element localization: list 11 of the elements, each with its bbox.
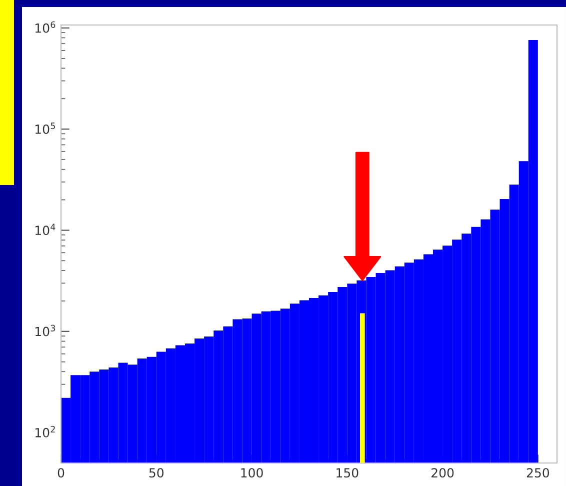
x-tick-label: 250: [526, 468, 550, 478]
x-tick-label: 0: [58, 468, 64, 478]
x-tick-label: 200: [432, 468, 454, 478]
y-tick-label: 10$^{5}$: [36, 122, 55, 134]
y-tick-label: 10$^{2}$: [36, 426, 55, 438]
x-tick-label: 150: [336, 468, 358, 478]
y-tick-label: 10$^{6}$: [36, 21, 56, 33]
x-tick-label: 100: [241, 468, 263, 478]
x-tick-label: 50: [149, 468, 164, 478]
y-tick-label: 10$^{4}$: [36, 224, 56, 236]
y-tick-label: 10$^{3}$: [36, 324, 56, 336]
